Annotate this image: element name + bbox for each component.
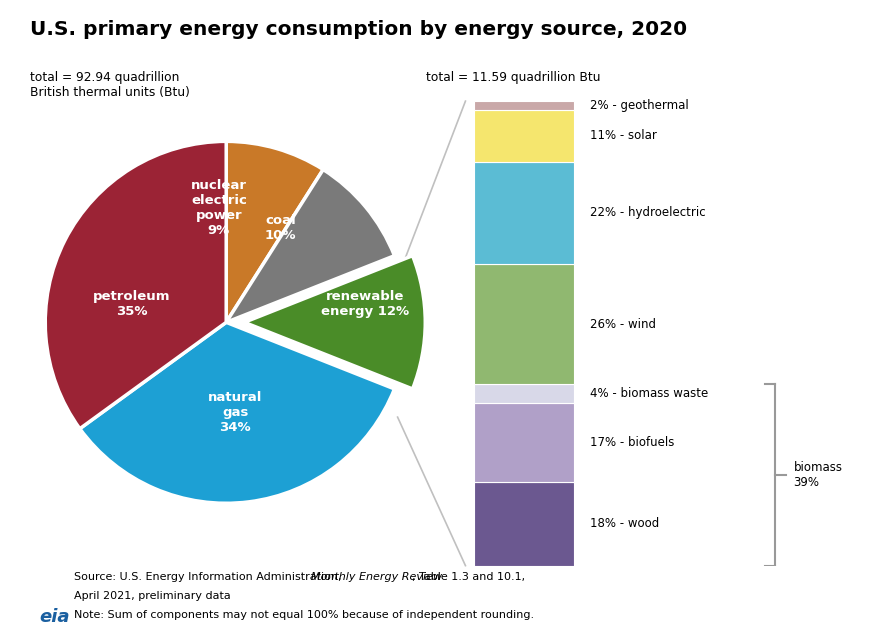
Bar [474,482,574,566]
Wedge shape [45,142,226,428]
Wedge shape [80,322,394,503]
Text: Note: Sum of components may not equal 100% because of independent rounding.: Note: Sum of components may not equal 10… [74,610,534,620]
Text: 11% - solar: 11% - solar [589,130,656,142]
Text: 22% - hydroelectric: 22% - hydroelectric [589,206,705,219]
Text: total = 11.59 quadrillion Btu: total = 11.59 quadrillion Btu [426,71,600,84]
Wedge shape [244,256,425,389]
Text: April 2021, preliminary data: April 2021, preliminary data [74,591,230,601]
Text: 18% - wood: 18% - wood [589,518,659,530]
Text: petroleum
35%: petroleum 35% [93,290,170,319]
Bar [474,162,574,264]
Bar [474,384,574,403]
Bar [474,264,574,384]
Text: total = 92.94 quadrillion
British thermal units (Btu): total = 92.94 quadrillion British therma… [30,71,190,99]
Text: U.S. primary energy consumption by energy source, 2020: U.S. primary energy consumption by energ… [30,20,687,39]
Wedge shape [226,142,322,322]
Text: 4% - biomass waste: 4% - biomass waste [589,387,707,400]
Text: eia: eia [39,609,70,626]
Text: nuclear
electric
power
9%: nuclear electric power 9% [190,179,247,237]
Text: coal
10%: coal 10% [264,214,296,242]
Text: 17% - biofuels: 17% - biofuels [589,436,673,449]
Bar [474,111,574,162]
Bar [474,403,574,482]
Text: 2% - geothermal: 2% - geothermal [589,99,688,112]
Text: , Table 1.3 and 10.1,: , Table 1.3 and 10.1, [411,572,524,582]
Bar [474,101,574,111]
Text: Monthly Energy Review: Monthly Energy Review [310,572,441,582]
Text: Source: U.S. Energy Information Administration,: Source: U.S. Energy Information Administ… [74,572,344,582]
Text: renewable
energy 12%: renewable energy 12% [322,290,409,319]
Text: biomass
39%: biomass 39% [793,461,841,489]
Text: 26% - wind: 26% - wind [589,318,655,331]
Wedge shape [226,169,394,322]
Text: natural
gas
34%: natural gas 34% [208,391,262,434]
